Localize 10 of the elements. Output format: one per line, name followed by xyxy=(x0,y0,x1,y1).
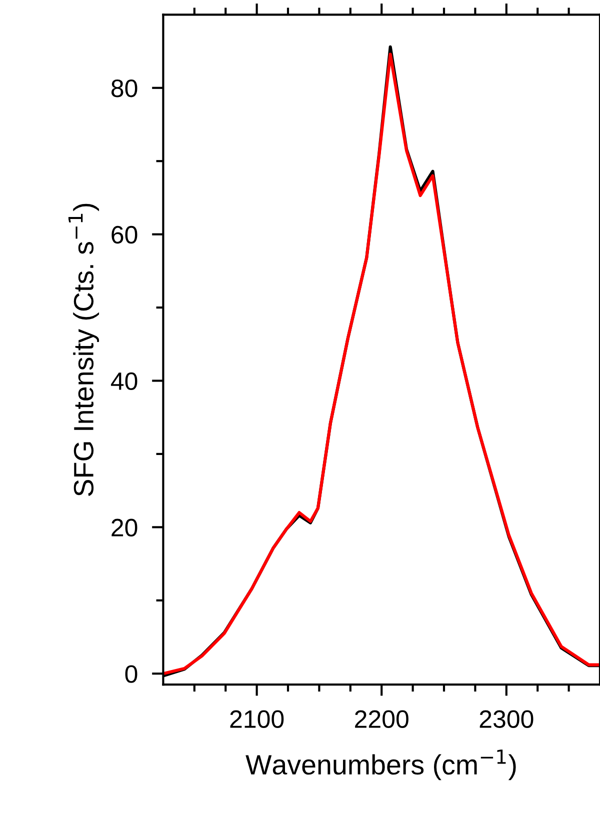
x-axis-title: Wavenumbers (cm$^{−1}$) xyxy=(246,750,516,780)
x-tick-label: 2300 xyxy=(480,710,534,728)
x-tick-label: 2200 xyxy=(355,710,408,728)
y-tick-label: 80 xyxy=(111,79,138,98)
y-axis-title: SFG Intensity (Cts. s$^{−1}$) xyxy=(68,204,100,496)
y-tick-label: 20 xyxy=(112,518,138,536)
y-tick-label: 0 xyxy=(125,665,138,683)
y-tick-label: 60 xyxy=(112,226,138,244)
y-tick-label: 40 xyxy=(110,372,138,390)
x-tick-label: 2100 xyxy=(230,710,284,728)
